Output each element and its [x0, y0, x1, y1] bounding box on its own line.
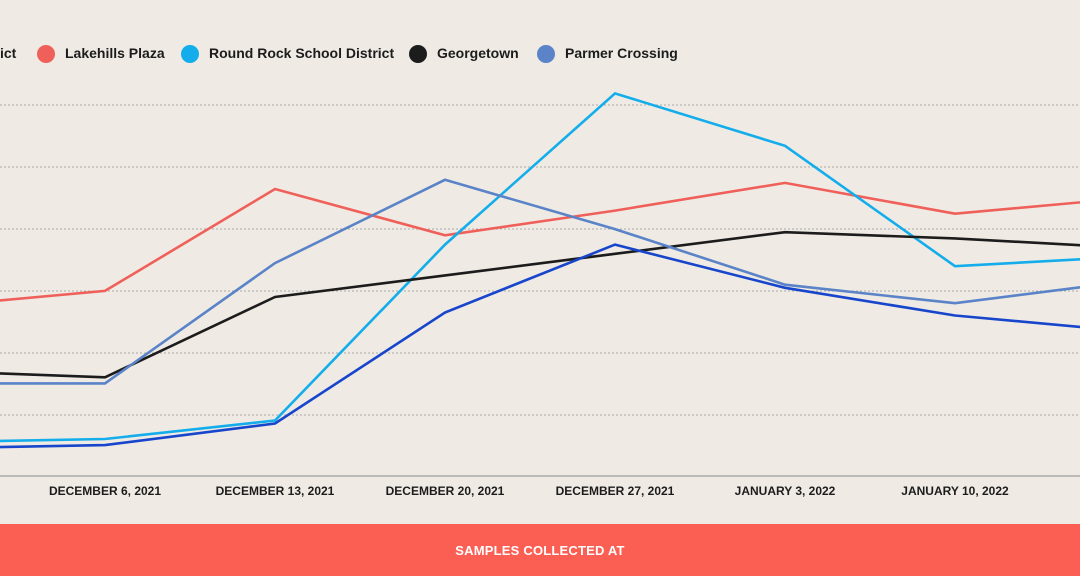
legend-items: ict Lakehills Plaza Round Rock School Dist… — [0, 45, 678, 63]
x-tick-label: DECEMBER 20, 2021 — [386, 484, 505, 498]
legend-swatch — [409, 45, 427, 63]
series-line — [0, 178, 1080, 385]
legend-swatch — [37, 45, 55, 63]
series-line — [0, 243, 1080, 449]
series-line — [0, 91, 1080, 443]
x-tick-label: JANUARY 3, 2022 — [735, 484, 836, 498]
gridlines — [0, 104, 1080, 416]
legend-swatch — [537, 45, 555, 63]
x-axis-title: SAMPLES COLLECTED AT — [455, 542, 625, 558]
x-tick-label: DECEMBER 6, 2021 — [49, 484, 161, 498]
line-chart: DECEMBER 6, 2021 DECEMBER 13, 2021 DECEMBE… — [0, 45, 1080, 498]
legend-label: Round Rock School District — [209, 45, 394, 61]
legend-swatch — [181, 45, 199, 63]
x-tick-label: DECEMBER 13, 2021 — [216, 484, 335, 498]
legend-label-partial: ict — [0, 45, 17, 61]
x-tick-label: DECEMBER 27, 2021 — [556, 484, 675, 498]
x-axis-ticks: DECEMBER 6, 2021 DECEMBER 13, 2021 DECEMBE… — [49, 484, 1009, 498]
legend-label: Georgetown — [437, 45, 519, 61]
series-line — [0, 230, 1080, 379]
x-tick-label: JANUARY 10, 2022 — [901, 484, 1009, 498]
series-lines — [0, 91, 1080, 449]
series-line — [0, 181, 1080, 302]
legend-label: Lakehills Plaza — [65, 45, 165, 61]
legend-label: Parmer Crossing — [565, 45, 678, 61]
footer-bar: SAMPLES COLLECTED AT — [0, 524, 1080, 576]
